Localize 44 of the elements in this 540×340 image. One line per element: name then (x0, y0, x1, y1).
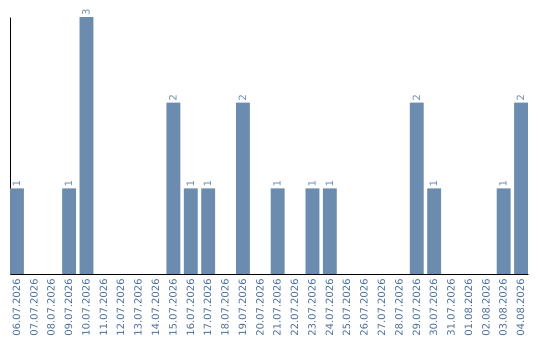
data-label: 1 (12, 180, 23, 186)
x-tick-label: 13.07.2026 (134, 278, 145, 336)
data-label: 1 (203, 180, 214, 186)
x-tick-label: 29.07.2026 (412, 278, 423, 336)
data-label: 1 (498, 180, 510, 186)
x-tick-label: 23.07.2026 (307, 278, 318, 336)
x-tick-label: 20.07.2026 (255, 278, 266, 336)
x-tick-label: 18.07.2026 (220, 278, 232, 336)
x-tick-label: 07.07.2026 (29, 278, 40, 336)
data-label: 2 (238, 94, 249, 101)
x-tick-label: 12.07.2026 (116, 278, 128, 336)
x-tick-label: 28.07.2026 (394, 278, 406, 336)
x-tick-label: 02.08.2026 (481, 278, 492, 336)
data-label: 2 (516, 94, 528, 101)
x-tick-label: 14.07.2026 (151, 278, 162, 336)
x-tick-label: 16.07.2026 (186, 278, 197, 336)
x-tick-label: 21.07.2026 (272, 278, 284, 336)
x-tick-label: 09.07.2026 (64, 278, 76, 336)
data-label: 1 (429, 180, 440, 186)
x-tick-label: 30.07.2026 (429, 278, 440, 336)
x-tick-label: 03.08.2026 (498, 278, 510, 336)
x-tick-label: 11.07.2026 (98, 278, 110, 336)
x-tick-label: 25.07.2026 (342, 278, 354, 336)
x-tick-label: 15.07.2026 (168, 278, 180, 336)
x-tick-label: 06.07.2026 (12, 278, 23, 336)
x-tick-label: 04.08.2026 (516, 278, 528, 336)
x-tick-label: 08.07.2026 (46, 278, 58, 336)
data-label: 1 (272, 180, 284, 186)
x-tick-label: 31.07.2026 (446, 278, 458, 336)
data-label: 3 (81, 8, 92, 15)
x-tick-label: 26.07.2026 (360, 278, 371, 336)
data-label: 1 (64, 180, 76, 186)
data-label: 2 (168, 94, 180, 101)
data-label: 1 (324, 180, 336, 186)
x-tick-label: 17.07.2026 (203, 278, 214, 336)
data-label: 1 (186, 180, 197, 186)
x-tick-label: 19.07.2026 (238, 278, 249, 336)
x-tick-label: 01.08.2026 (464, 278, 475, 336)
x-tick-label: 24.07.2026 (324, 278, 336, 336)
x-tick-label: 27.07.2026 (376, 278, 388, 336)
x-tick-label: 22.07.2026 (290, 278, 302, 336)
data-label: 1 (307, 180, 318, 186)
data-label: 2 (412, 94, 423, 101)
x-tick-label: 10.07.2026 (81, 278, 92, 336)
